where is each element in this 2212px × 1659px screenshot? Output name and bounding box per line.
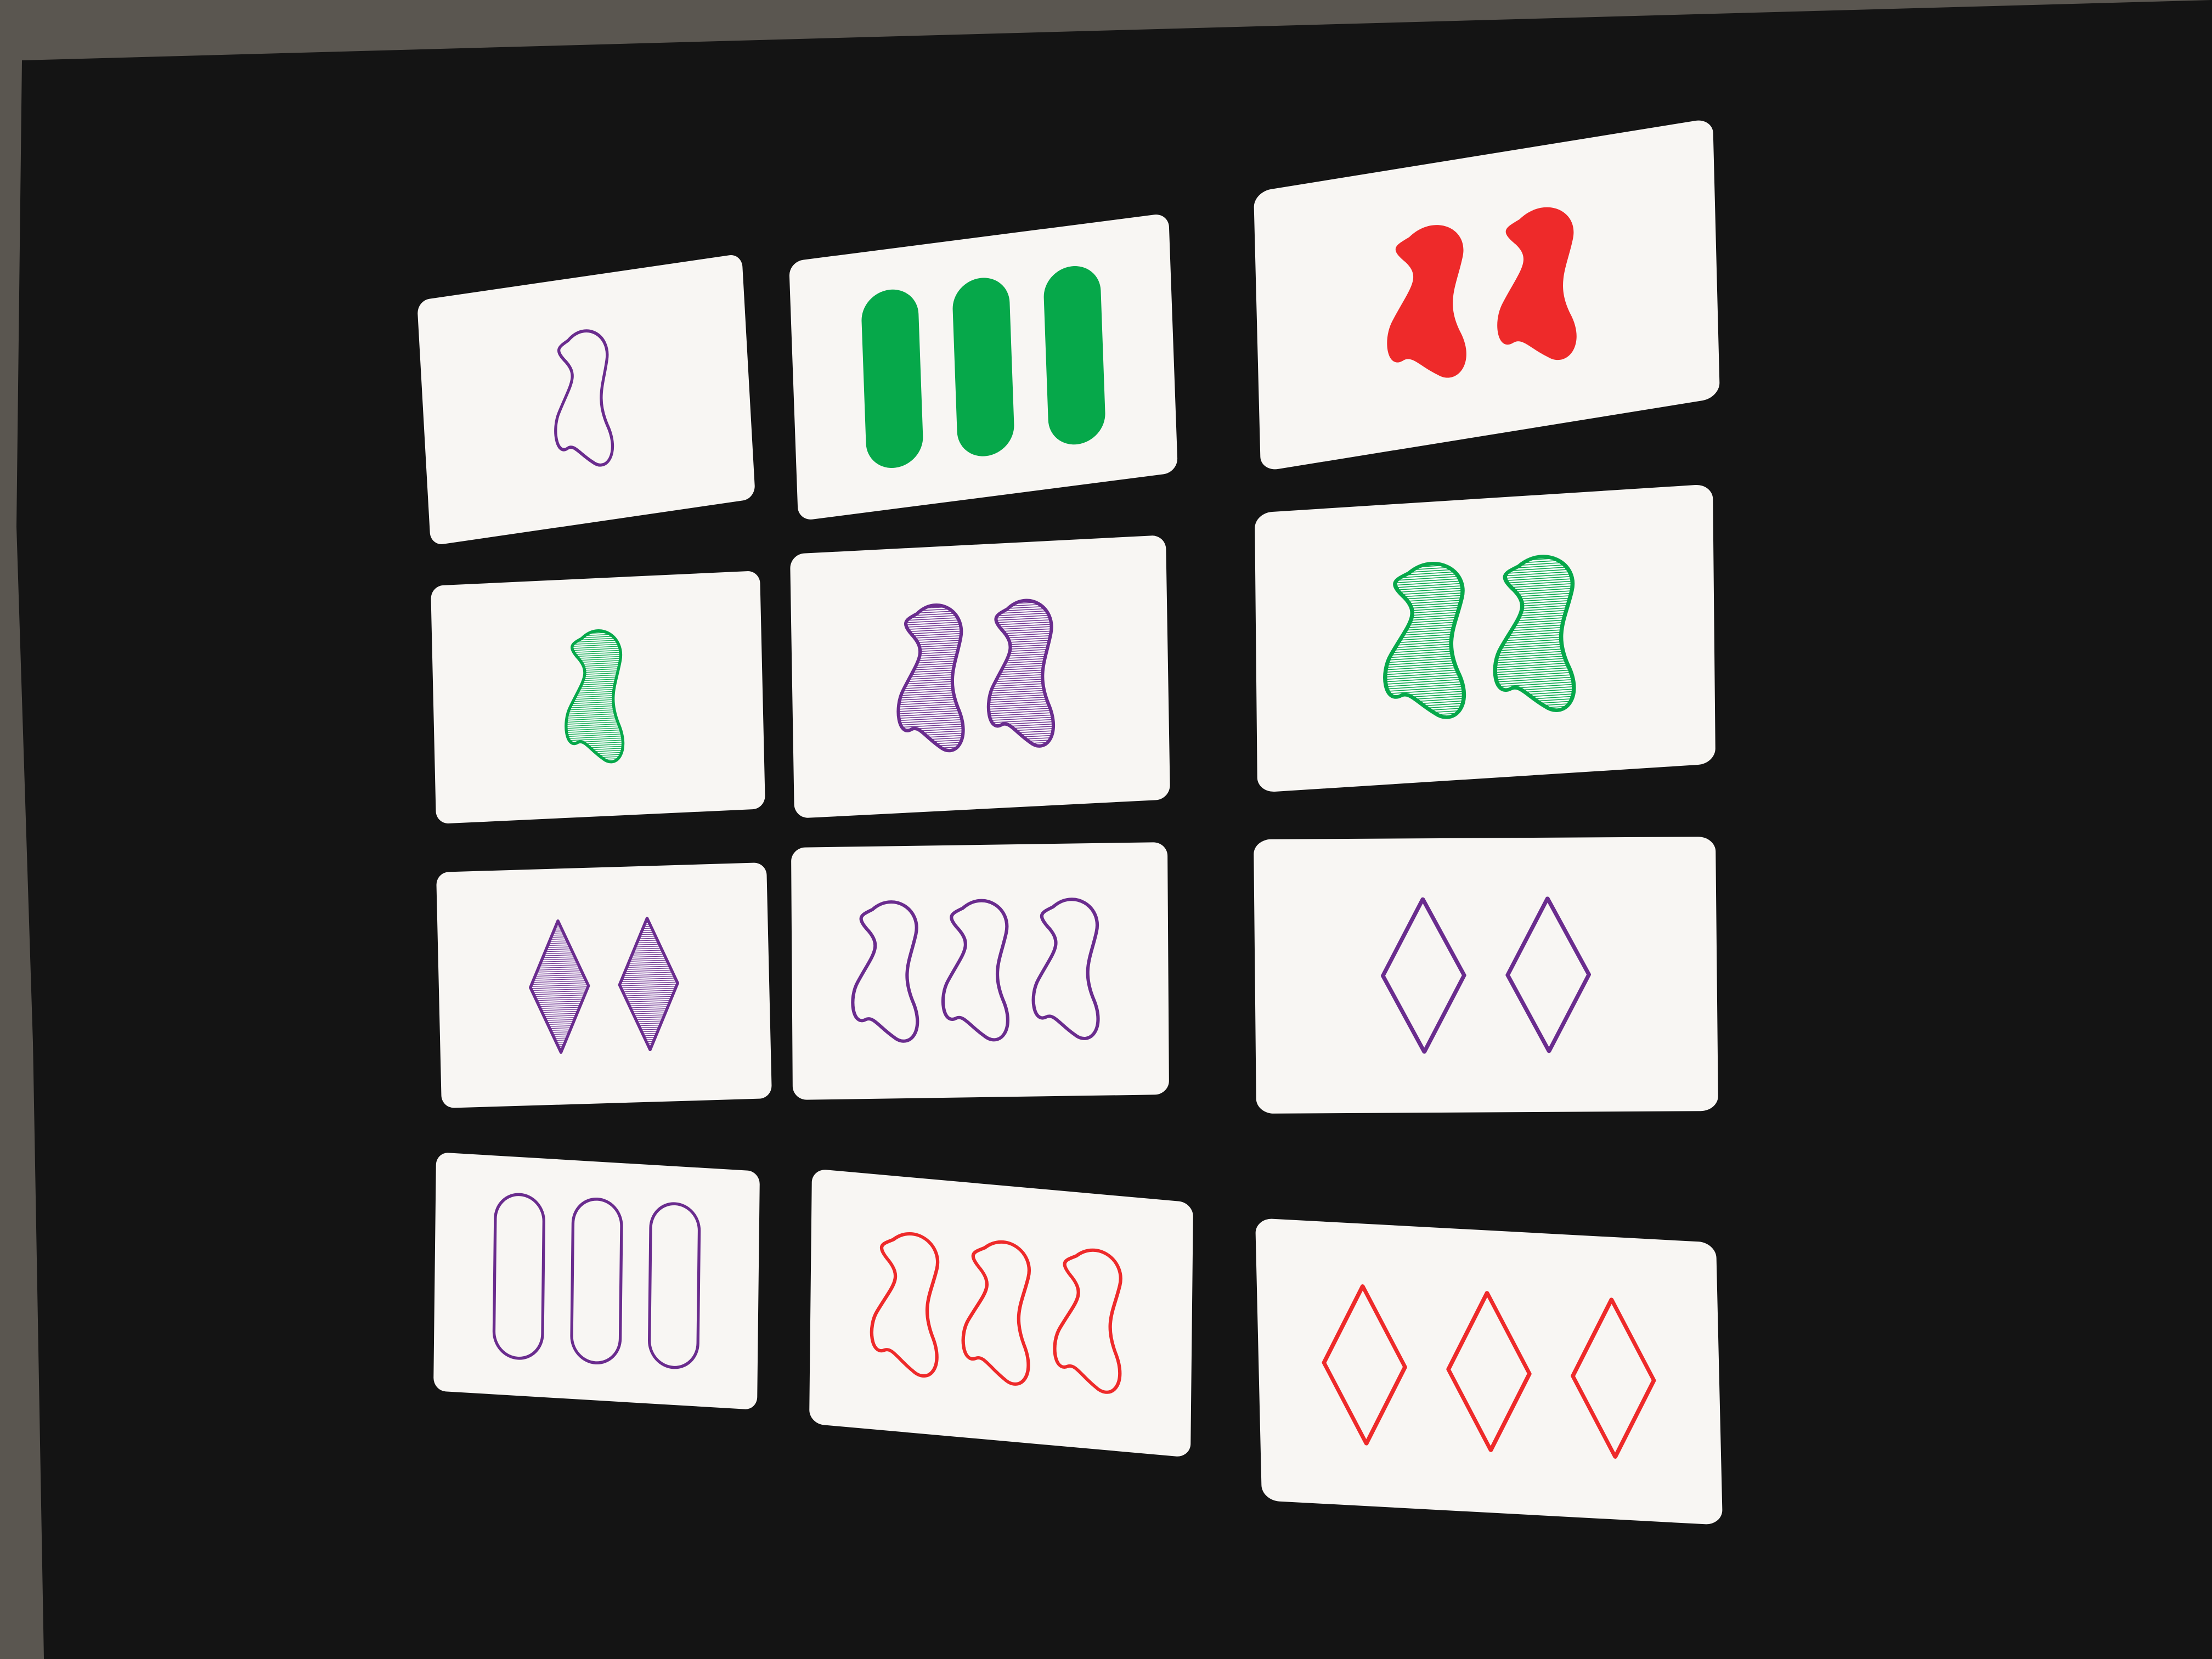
card-face [790, 535, 1170, 818]
diamond-symbol [1322, 1284, 1407, 1446]
card-face [1254, 837, 1718, 1114]
squiggle-symbol [1031, 898, 1100, 1040]
card-face [433, 1153, 760, 1409]
oval-symbol [952, 278, 1014, 456]
squiggle-symbol [565, 629, 625, 764]
set-card-r4c3[interactable] [1255, 1218, 1723, 1525]
set-card-r3c3[interactable] [1254, 837, 1718, 1114]
squiggle-symbol [554, 329, 614, 467]
diamond-symbol [1380, 897, 1466, 1054]
squiggle-symbol [896, 603, 965, 753]
squiggle-symbol [1493, 555, 1576, 712]
squiggle-symbol [851, 900, 919, 1043]
squiggle-symbol [1387, 225, 1466, 378]
card-face [791, 842, 1169, 1100]
set-card-r1c1[interactable] [417, 253, 755, 546]
set-card-r1c2[interactable] [789, 213, 1178, 521]
squiggle-symbol [1497, 207, 1577, 360]
squiggle-symbol [870, 1232, 940, 1378]
card-face [809, 1170, 1193, 1457]
set-card-r1c3[interactable] [1254, 118, 1720, 472]
oval-symbol [648, 1202, 701, 1369]
card-face [1255, 484, 1716, 792]
set-card-r4c1[interactable] [433, 1152, 760, 1410]
oval-symbol [570, 1198, 623, 1364]
squiggle-symbol [986, 599, 1055, 748]
set-card-r3c1[interactable] [436, 862, 772, 1108]
diamond-symbol [1571, 1297, 1656, 1459]
diamond-symbol [618, 917, 679, 1052]
squiggle-symbol [941, 899, 1009, 1042]
diamond-symbol [1446, 1291, 1532, 1452]
diamond-symbol [1505, 896, 1592, 1053]
set-card-r2c3[interactable] [1255, 484, 1716, 793]
card-grid [417, 118, 1723, 1525]
squiggle-symbol [1053, 1248, 1122, 1394]
oval-symbol [861, 289, 923, 468]
squiggle-symbol [961, 1240, 1031, 1386]
squiggle-symbol [1383, 562, 1466, 719]
set-card-r4c2[interactable] [809, 1169, 1193, 1458]
set-card-r2c2[interactable] [790, 535, 1170, 819]
oval-symbol [1043, 266, 1105, 445]
card-face [1254, 120, 1720, 470]
diamond-symbol [529, 919, 590, 1054]
set-card-r2c1[interactable] [431, 571, 765, 824]
card-face [436, 862, 772, 1108]
card-face [417, 255, 755, 544]
card-face [1255, 1218, 1723, 1525]
set-card-r3c2[interactable] [791, 842, 1169, 1100]
oval-symbol [492, 1193, 545, 1360]
